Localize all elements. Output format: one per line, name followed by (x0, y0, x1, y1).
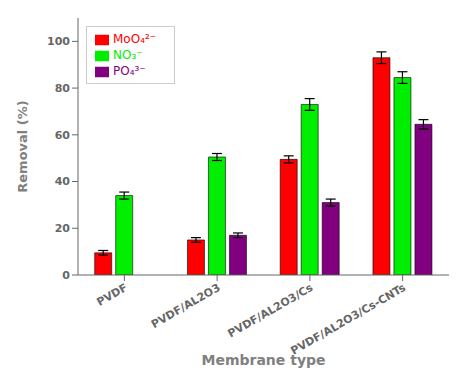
html-text:PO₄³⁻: PO₄³⁻ (113, 64, 146, 78)
svg-text:PVDF/AL2O3/Cs-CNTs: PVDF/AL2O3/Cs-CNTs (289, 281, 409, 358)
svg-text:0: 0 (62, 269, 70, 282)
svg-text:80: 80 (55, 82, 71, 95)
svg-text:20: 20 (55, 222, 71, 235)
svg-text:Removal (%): Removal (%) (15, 100, 30, 192)
svg-text:PVDF/AL2O3: PVDF/AL2O3 (149, 281, 223, 331)
html-text:NO₃⁻: NO₃⁻ (113, 48, 143, 62)
svg-text:PVDF: PVDF (94, 281, 129, 309)
svg-text:Membrane type: Membrane type (201, 352, 325, 368)
svg-text:100: 100 (47, 35, 70, 48)
html-text:MoO₄²⁻: MoO₄²⁻ (113, 32, 157, 46)
svg-text:40: 40 (55, 175, 71, 188)
svg-text:PVDF/AL2O3/Cs: PVDF/AL2O3/Cs (226, 281, 316, 341)
svg-text:60: 60 (55, 129, 71, 142)
